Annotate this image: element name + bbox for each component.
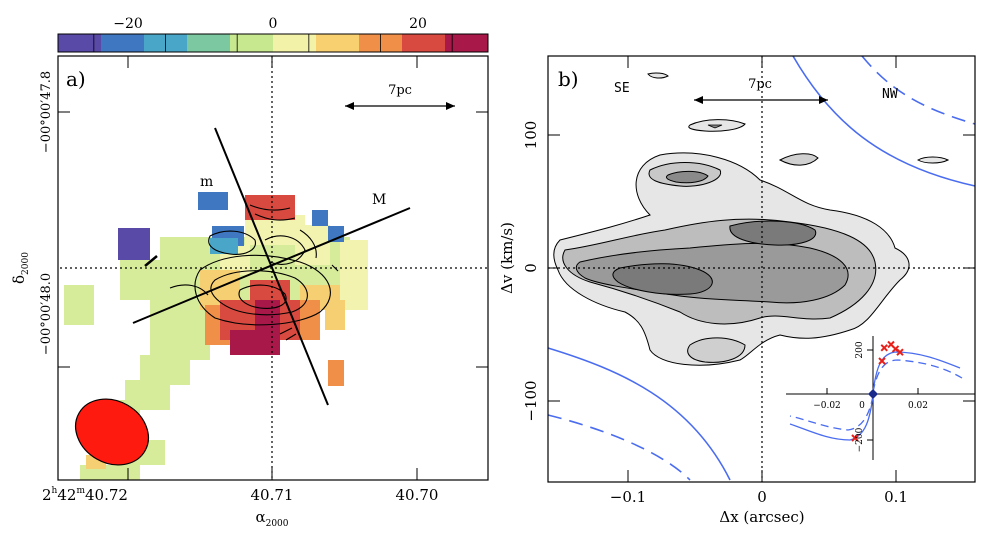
small-tick-mark (144, 255, 158, 267)
panel-a-xlabel: α2000 (255, 508, 288, 529)
inset-ytick-label-200: 200 (855, 341, 865, 358)
inset-xtick-label-neg0.02: −0.02 (813, 401, 841, 411)
panel-b-scale-label: 7pc (748, 77, 772, 92)
map-pixels-blue (118, 192, 344, 260)
colorbar-tick-label-neg20: −20 (113, 16, 143, 32)
colorbar (57, 33, 489, 53)
panel-a-frame (57, 55, 489, 481)
rotation-curve-lower-dashed (547, 414, 691, 481)
panel-b-ytick-label-neg100: −100 (522, 380, 540, 421)
panel-a-ylabel-main: δ (10, 275, 28, 284)
colorbar-cell (445, 34, 489, 52)
inset-xtick-label-0.02: 0.02 (908, 401, 928, 411)
pv-contours (553, 72, 950, 366)
panel-b-ytick-label-0: 0 (522, 263, 540, 273)
rotation-curves (547, 55, 976, 481)
panel-a-xtick-label-40.70: 40.70 (396, 486, 439, 504)
colorbar-cell (230, 34, 274, 52)
minor-axis-label: m (200, 174, 213, 190)
map-contours (169, 204, 339, 341)
pv-contour-small-1-core (707, 124, 723, 129)
major-axis-label: M (372, 192, 386, 208)
inset-points (851, 340, 904, 442)
rotation-curve-upper-dashed (861, 55, 976, 125)
panel-b-ticks (548, 56, 975, 482)
colorbar-cell (273, 34, 317, 52)
annotation-nw: NW (882, 87, 898, 102)
panel-a-ticks (58, 56, 488, 480)
pv-contour-right-small (778, 153, 819, 166)
panel-a-xtick-label-40.72: 2h42m40.72 (42, 486, 128, 504)
panel-a-ytick-label-48.0: −00°00′48.0 (39, 273, 54, 355)
inset-point (851, 434, 859, 442)
panel-b-ylabel: Δv (km/s) (498, 222, 516, 294)
panel-a-ytick-label-47.8: −00°00′47.8 (39, 71, 54, 153)
colorbar-tick-label-0: 0 (269, 16, 278, 32)
colorbar-ticks (93, 34, 453, 52)
inset-xtick-label-0: 0 (859, 401, 865, 411)
annotation-se: SE (614, 81, 630, 96)
inset-plot (786, 336, 975, 460)
inset-ytick-label-neg200: −200 (855, 427, 865, 452)
colorbar-cell (187, 34, 231, 52)
colorbar-cell (101, 34, 145, 52)
pv-contour-small-2 (647, 72, 669, 79)
panel-b-xtick-label-neg0.1: −0.1 (610, 488, 646, 506)
inset-point (880, 344, 888, 352)
panel-b-xtick-label-0: 0 (757, 488, 767, 506)
inset-point (878, 357, 886, 365)
pv-contour-small-3 (916, 156, 950, 164)
colorbar-cell (58, 34, 102, 52)
panel-a-scale-bar (345, 102, 455, 110)
panel-a-label: a) (66, 67, 86, 91)
panel-a-ylabel-sub: 2000 (21, 252, 31, 275)
pv-contour-blob-upper-core (665, 170, 709, 184)
panel-a-ylabel: δ2000 (10, 252, 31, 284)
rotation-curve-lower-solid (547, 347, 731, 481)
panel-b-xlabel: Δx (arcsec) (719, 508, 804, 526)
velocity-map (64, 192, 368, 480)
rotation-curve-upper-solid (792, 55, 976, 187)
colorbar-tick-label-20: 20 (409, 16, 427, 32)
colorbar-cell (402, 34, 446, 52)
inset-background (786, 340, 975, 460)
colorbar-cells (58, 34, 489, 52)
pv-contour-lower (687, 337, 746, 363)
inset-point (896, 348, 904, 356)
panel-b-xtick-label-0.1: 0.1 (884, 488, 908, 506)
inset-center-marker (868, 389, 878, 399)
pv-contour-level-4a (612, 263, 713, 295)
pv-contour-level-4b (729, 220, 817, 246)
panel-b-scale-bar (694, 96, 828, 104)
panel-a-xtick-label-40.71: 40.71 (251, 486, 294, 504)
beam-ellipse (75, 398, 149, 466)
svg-text:δ2000: δ2000 (10, 252, 31, 284)
panel-a-scale-label: 7pc (388, 83, 412, 98)
colorbar-cell (316, 34, 360, 52)
panel-b-label: b) (558, 67, 579, 91)
panel-b-ytick-label-100: 100 (522, 121, 540, 150)
